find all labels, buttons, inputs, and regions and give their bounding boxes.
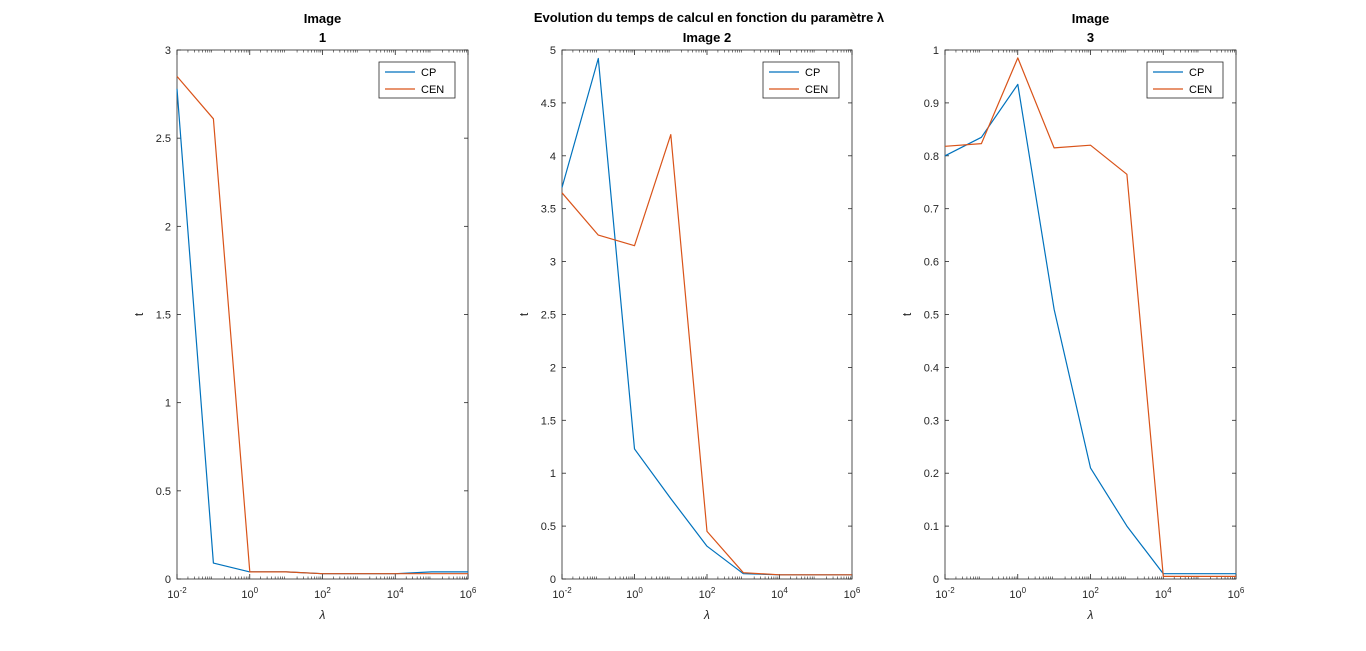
y-tick-label: 5 — [550, 45, 556, 57]
y-tick-label: 0.9 — [924, 98, 939, 110]
axes-box — [944, 49, 1237, 580]
y-tick-label: 0.6 — [924, 257, 939, 269]
y-tick-label: 1 — [933, 45, 939, 57]
y-tick-label: 0.1 — [924, 521, 939, 533]
x-tick-label: 10-2 — [935, 586, 955, 601]
x-tick-label: 106 — [844, 586, 861, 601]
figure-suptitle: Evolution du temps de calcul en fonction… — [533, 10, 885, 25]
y-tick-label: 0.8 — [924, 151, 939, 163]
y-tick-label: 0.7 — [924, 204, 939, 216]
x-tick-label: 100 — [1009, 586, 1026, 601]
x-tick-label: 104 — [771, 586, 788, 601]
y-axis-label: t — [900, 312, 914, 316]
x-tick-label: 10-2 — [167, 586, 187, 601]
x-tick-label: 102 — [1082, 586, 1099, 601]
subplot-title-line: Image — [304, 11, 342, 26]
y-tick-label: 1 — [165, 398, 171, 410]
legend: CP CEN — [762, 61, 840, 99]
y-tick-label: 3 — [550, 257, 556, 269]
y-tick-label: 4 — [550, 151, 556, 163]
x-axis-label: λ — [319, 608, 326, 622]
legend-label-cen: CEN — [1189, 84, 1212, 96]
x-tick-label: 100 — [626, 586, 643, 601]
x-tick-label: 106 — [460, 586, 477, 601]
subplot-title-line: Image — [1072, 11, 1110, 26]
x-tick-label: 102 — [699, 586, 716, 601]
x-tick-label: 100 — [241, 586, 258, 601]
legend-label-cp: CP — [421, 67, 436, 79]
y-tick-label: 0 — [933, 574, 939, 586]
subplot-title-line: 3 — [1087, 30, 1094, 45]
y-tick-label: 1.5 — [156, 310, 171, 322]
y-tick-label: 2.5 — [541, 310, 556, 322]
y-axis-label: t — [132, 312, 146, 316]
legend-box — [378, 61, 456, 99]
legend-label-cen: CEN — [421, 84, 444, 96]
legend-label-cen: CEN — [805, 84, 828, 96]
legend-label-cp: CP — [1189, 67, 1204, 79]
legend-box — [762, 61, 840, 99]
y-tick-label: 0.5 — [156, 486, 171, 498]
y-tick-label: 0 — [550, 574, 556, 586]
y-tick-label: 2 — [550, 362, 556, 374]
y-axis-label: t — [517, 312, 531, 316]
subplot-title-line: 1 — [319, 30, 326, 45]
y-tick-label: 3 — [165, 45, 171, 57]
x-axis-label: λ — [703, 608, 710, 622]
y-tick-label: 2.5 — [156, 133, 171, 145]
y-tick-label: 0.5 — [541, 521, 556, 533]
x-axis-label: λ — [1087, 608, 1094, 622]
legend-box — [1146, 61, 1224, 99]
y-tick-label: 1 — [550, 468, 556, 480]
x-tick-label: 102 — [314, 586, 331, 601]
x-tick-label: 104 — [1155, 586, 1172, 601]
x-tick-label: 106 — [1228, 586, 1245, 601]
legend: CP CEN — [1146, 61, 1224, 99]
series-line-cp — [944, 83, 1236, 575]
y-tick-label: 0.3 — [924, 415, 939, 427]
legend-label-cp: CP — [805, 67, 820, 79]
x-tick-label: 104 — [387, 586, 404, 601]
series-line-cen — [176, 76, 468, 575]
y-tick-label: 3.5 — [541, 204, 556, 216]
y-tick-label: 2 — [165, 221, 171, 233]
y-tick-label: 4.5 — [541, 98, 556, 110]
y-tick-label: 0.4 — [924, 362, 939, 374]
y-tick-label: 0.2 — [924, 468, 939, 480]
y-tick-label: 0.5 — [924, 310, 939, 322]
y-tick-label: 1.5 — [541, 415, 556, 427]
series-line-cen — [561, 134, 852, 576]
subplot-title-line: Image 2 — [683, 30, 731, 45]
series-line-cen — [944, 57, 1236, 578]
legend: CP CEN — [378, 61, 456, 99]
x-tick-label: 10-2 — [552, 586, 572, 601]
y-tick-label: 0 — [165, 574, 171, 586]
